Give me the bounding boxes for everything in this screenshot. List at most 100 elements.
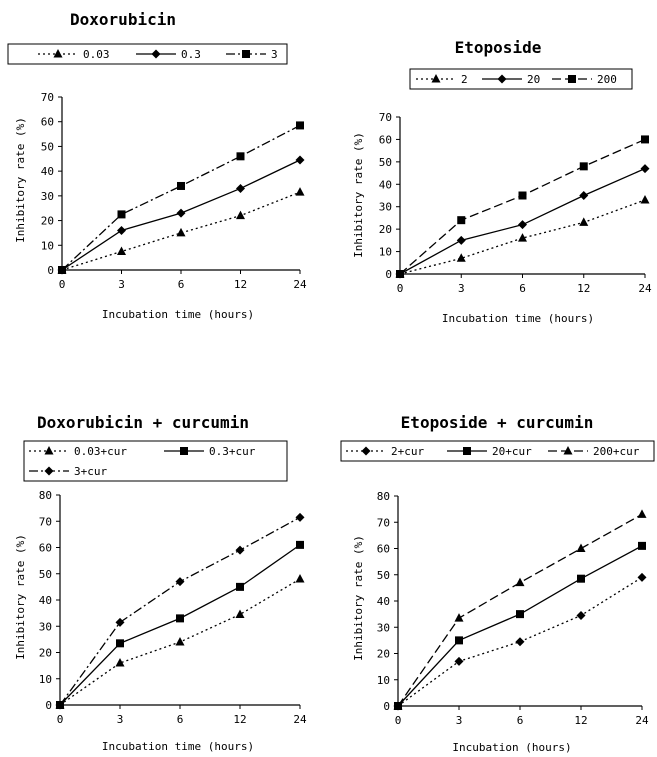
data-point bbox=[235, 545, 245, 555]
legend-marker bbox=[463, 447, 471, 455]
y-tick-label: 40 bbox=[379, 178, 392, 191]
data-point bbox=[236, 183, 245, 193]
x-tick-label: 24 bbox=[638, 282, 652, 295]
y-tick-label: 50 bbox=[379, 156, 392, 169]
legend-label: 20 bbox=[527, 73, 540, 86]
y-tick-label: 60 bbox=[41, 116, 54, 129]
series-line-3 bbox=[61, 124, 301, 271]
y-tick-label: 60 bbox=[39, 542, 52, 555]
legend-marker bbox=[180, 447, 188, 455]
legend-label: 20+cur bbox=[492, 445, 532, 458]
x-tick-label: 24 bbox=[293, 713, 307, 726]
data-point bbox=[55, 700, 65, 710]
legend-marker bbox=[44, 466, 54, 476]
y-tick-label: 50 bbox=[41, 140, 54, 153]
y-tick-label: 20 bbox=[377, 648, 390, 661]
x-tick-label: 24 bbox=[293, 278, 307, 291]
x-tick-label: 3 bbox=[458, 282, 465, 295]
chart-panel-4: Etoposide + curcumin 2+cur 20+cur 200+cur 0 1… bbox=[340, 413, 655, 754]
y-tick-label: 40 bbox=[39, 594, 52, 607]
x-tick-label: 12 bbox=[577, 282, 590, 295]
series-line-1 bbox=[397, 576, 643, 707]
data-point bbox=[518, 233, 527, 242]
data-point bbox=[296, 540, 304, 549]
data-point bbox=[393, 701, 403, 710]
data-point bbox=[456, 235, 466, 245]
data-point bbox=[175, 637, 185, 646]
data-point bbox=[295, 512, 305, 522]
x-axis-label: Incubation time (hours) bbox=[102, 308, 254, 321]
chart-title: Etoposide bbox=[455, 38, 542, 57]
y-tick-label: 50 bbox=[39, 568, 52, 581]
data-point bbox=[579, 217, 589, 226]
data-point bbox=[236, 210, 245, 220]
y-tick-label: 20 bbox=[39, 647, 52, 660]
data-point bbox=[515, 577, 525, 587]
data-point bbox=[295, 187, 305, 196]
chart-title: Etoposide + curcumin bbox=[401, 413, 594, 432]
x-tick-label: 0 bbox=[57, 713, 64, 726]
series-line-3 bbox=[59, 516, 301, 706]
data-point bbox=[515, 637, 525, 647]
data-point bbox=[638, 541, 646, 550]
data-point bbox=[295, 155, 305, 165]
y-tick-label: 0 bbox=[47, 264, 54, 277]
legend-marker bbox=[44, 446, 54, 455]
legend-marker bbox=[53, 49, 63, 58]
legend-marker bbox=[151, 49, 161, 59]
y-tick-label: 0 bbox=[383, 700, 390, 713]
data-point bbox=[454, 656, 464, 666]
data-point bbox=[177, 181, 185, 190]
y-tick-label: 80 bbox=[39, 489, 52, 502]
y-tick-label: 50 bbox=[377, 569, 390, 582]
legend-label: 0.03 bbox=[83, 48, 110, 61]
legend-label: 200 bbox=[597, 73, 617, 86]
legend-label: 0.03+cur bbox=[74, 445, 127, 458]
data-point bbox=[175, 577, 185, 587]
data-point bbox=[235, 609, 245, 618]
legend-label: 0.3+cur bbox=[209, 445, 256, 458]
x-tick-label: 6 bbox=[519, 282, 526, 295]
legend-label: 3+cur bbox=[74, 465, 107, 478]
data-point bbox=[637, 509, 647, 518]
legend-box bbox=[340, 440, 655, 462]
data-point bbox=[516, 610, 524, 619]
legend-label: 0.3 bbox=[181, 48, 201, 61]
y-axis-label: Inhibitory rate (%) bbox=[14, 117, 27, 243]
data-point bbox=[117, 246, 126, 255]
data-point bbox=[116, 639, 124, 648]
legend-marker bbox=[431, 74, 441, 83]
x-tick-label: 0 bbox=[397, 282, 404, 295]
data-point bbox=[115, 658, 125, 667]
data-point bbox=[176, 208, 186, 218]
data-point bbox=[455, 636, 463, 645]
x-tick-label: 0 bbox=[59, 278, 66, 291]
x-tick-label: 3 bbox=[456, 714, 463, 727]
y-tick-label: 30 bbox=[377, 621, 390, 634]
data-point bbox=[176, 227, 186, 237]
x-tick-label: 6 bbox=[517, 714, 524, 727]
y-tick-label: 20 bbox=[379, 223, 392, 236]
y-tick-label: 30 bbox=[379, 201, 392, 214]
legend-box bbox=[23, 440, 288, 482]
data-point bbox=[641, 135, 649, 144]
data-point bbox=[454, 613, 464, 622]
legend-label: 2+cur bbox=[391, 445, 424, 458]
data-point bbox=[117, 225, 126, 235]
series-line-2 bbox=[59, 544, 301, 706]
x-axis-label: Incubation time (hours) bbox=[102, 740, 254, 753]
x-tick-label: 6 bbox=[177, 713, 184, 726]
y-tick-label: 40 bbox=[377, 595, 390, 608]
y-tick-label: 10 bbox=[377, 674, 390, 687]
legend-label: 200+cur bbox=[593, 445, 640, 458]
data-point bbox=[640, 194, 650, 204]
y-tick-label: 70 bbox=[41, 91, 54, 104]
data-point bbox=[579, 162, 588, 171]
legend-marker bbox=[242, 50, 250, 58]
chart-title: Doxorubicin bbox=[70, 10, 176, 29]
y-tick-label: 10 bbox=[41, 239, 54, 252]
y-tick-label: 30 bbox=[41, 190, 54, 203]
legend-label: 3 bbox=[271, 48, 278, 61]
data-point bbox=[579, 191, 589, 200]
